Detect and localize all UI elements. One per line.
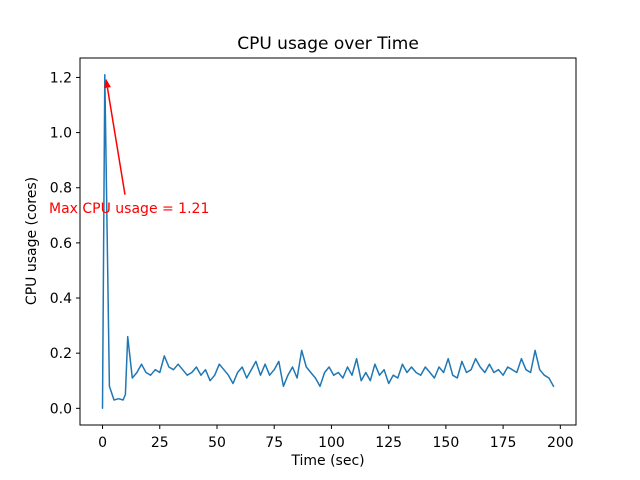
x-tick-label: 125 [375,435,402,451]
chart-title: CPU usage over Time [237,34,419,54]
y-tick-label: 0.2 [50,346,72,362]
y-tick-label: 0.6 [50,236,72,252]
annotation-arrowhead [104,78,111,89]
y-tick-label: 1.2 [50,70,72,86]
y-tick-label: 1.0 [50,126,72,142]
y-tick-label: 0.4 [50,291,72,307]
annotation-arrow-line [106,87,126,195]
x-tick-label: 25 [151,435,169,451]
x-tick-label: 150 [433,435,460,451]
data-line-cpu-usage [101,73,555,410]
x-tick-label: 50 [208,435,226,451]
x-tick-label: 200 [547,435,574,451]
max-cpu-annotation-text: Max CPU usage = 1.21 [49,201,209,217]
plot-area: 0 25 50 75 100 125 150 175 200 0.0 0.2 0.4 0.6 0.8 1.0… [50,57,577,451]
y-axis-label: CPU usage (cores) [24,177,40,305]
y-tick-label: 0.8 [50,181,72,197]
x-tick-label: 175 [490,435,517,451]
x-axis-label: Time (sec) [290,453,364,469]
x-tick-label: 75 [265,435,283,451]
y-tick-label: 0.0 [50,401,72,417]
x-tick-label: 0 [98,435,107,451]
x-tick-label: 100 [318,435,345,451]
plot-border [79,57,577,426]
